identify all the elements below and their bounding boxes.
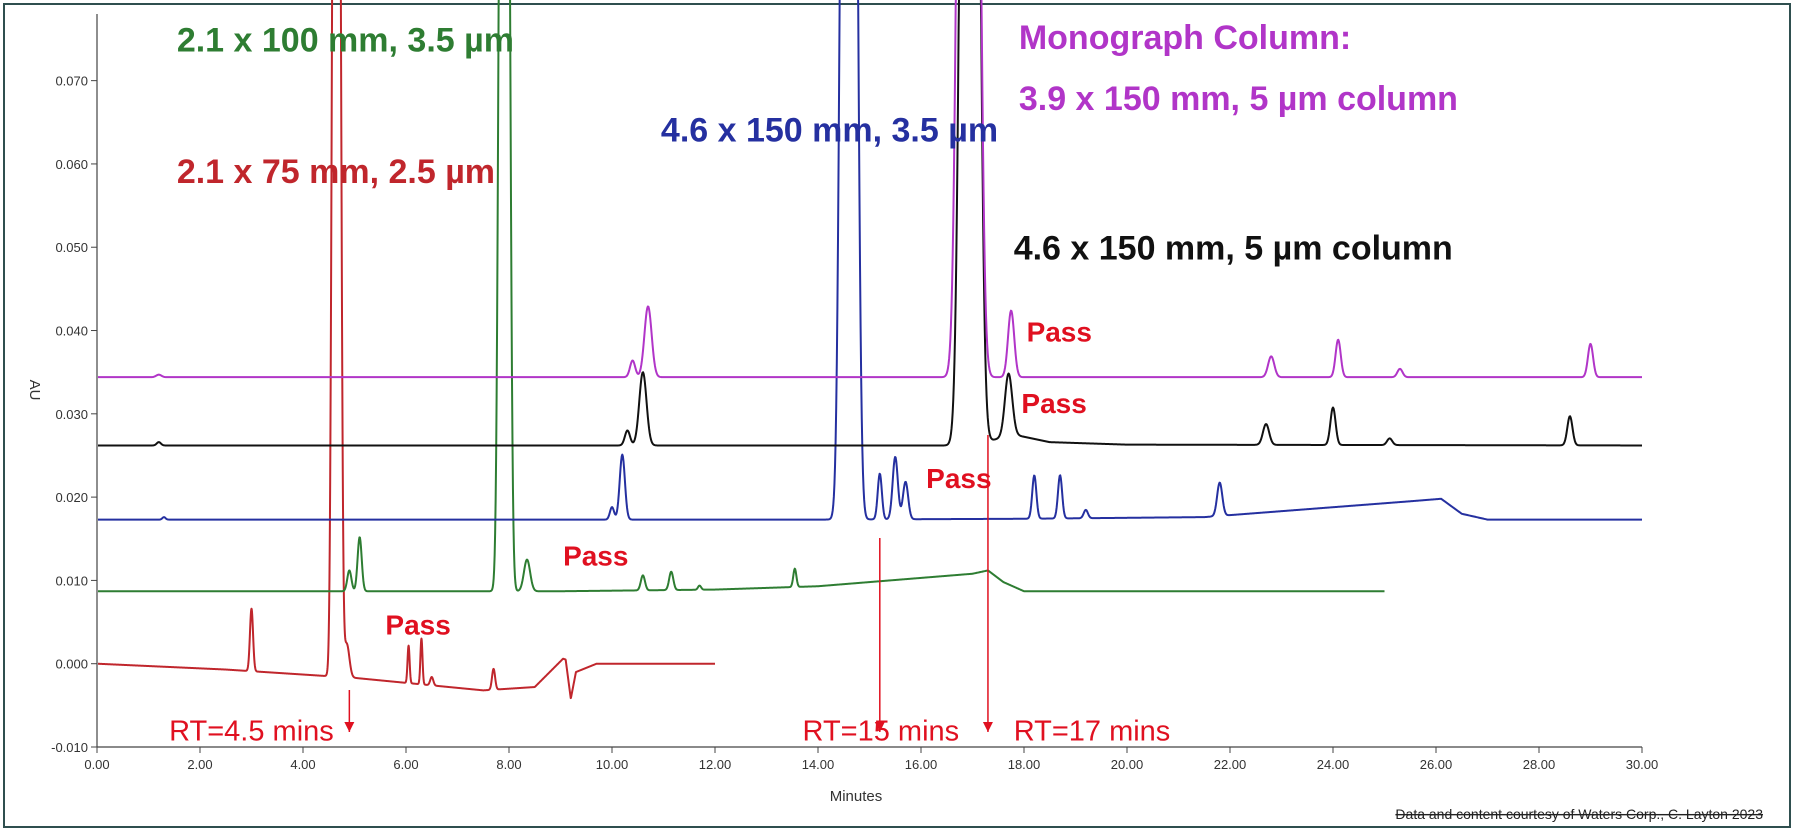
x-tick-label: 12.00 <box>699 757 732 772</box>
x-tick-label: 0.00 <box>84 757 109 772</box>
series-label-3: 4.6 x 150 mm, 5 µm column <box>1014 230 1453 268</box>
x-tick-label: 10.00 <box>596 757 629 772</box>
x-tick-label: 24.00 <box>1317 757 1350 772</box>
y-tick-label: 0.040 <box>55 324 88 339</box>
x-tick-label: 28.00 <box>1523 757 1556 772</box>
x-tick-label: 22.00 <box>1214 757 1247 772</box>
series-line-0 <box>98 0 716 700</box>
rt-arrow-head-2 <box>874 722 885 732</box>
x-tick-label: 18.00 <box>1008 757 1041 772</box>
x-tick-label: 2.00 <box>187 757 212 772</box>
y-tick-label: 0.060 <box>55 157 88 172</box>
y-tick-label: 0.050 <box>55 240 88 255</box>
y-tick-label: 0.010 <box>55 573 88 588</box>
y-axis-title: AU <box>26 380 43 401</box>
axes <box>96 14 1642 748</box>
x-tick-label: 6.00 <box>393 757 418 772</box>
rt-markers <box>344 435 993 732</box>
rt-arrow-head-0 <box>344 722 355 732</box>
rt-label-0: RT=4.5 mins <box>169 715 334 747</box>
pass-label-4: Pass <box>1027 316 1092 347</box>
rt-arrow-head-3 <box>982 722 993 732</box>
series-label-0: 2.1 x 75 mm, 2.5 µm <box>177 153 495 191</box>
x-tick-label: 8.00 <box>496 757 521 772</box>
y-tick-label: 0.030 <box>55 407 88 422</box>
x-axis-title: Minutes <box>830 788 883 805</box>
y-tick-label: 0.020 <box>55 490 88 505</box>
series-label-4-line2: 3.9 x 150 mm, 5 µm column <box>1019 80 1458 118</box>
series-line-2 <box>98 0 1643 521</box>
pass-label-2: Pass <box>926 463 991 494</box>
rt-label-3: RT=17 mins <box>1014 715 1171 747</box>
series-line-4 <box>98 0 1643 379</box>
x-tick-label: 16.00 <box>905 757 938 772</box>
series-traces <box>98 0 1643 700</box>
x-tick-label: 4.00 <box>290 757 315 772</box>
rt-label-2: RT=15 mins <box>803 715 960 747</box>
y-tick-label: 0.000 <box>55 657 88 672</box>
series-label-4: Monograph Column: <box>1019 19 1351 57</box>
y-tick-label: -0.010 <box>51 740 88 755</box>
y-tick-labels: -0.010 0.000 0.010 0.020 0.030 0.040 0.050 0.06… <box>51 74 97 755</box>
series-line-3 <box>98 0 1643 447</box>
pass-label-0: Pass <box>385 610 450 641</box>
series-label-2: 4.6 x 150 mm, 3.5 µm <box>661 111 998 149</box>
series-labels: 2.1 x 75 mm, 2.5 µm Pass RT=4.5 mins 2.1 x … <box>169 19 1458 747</box>
x-tick-labels: 0.00 2.00 4.00 6.00 8.00 10.00 12.00 14.00 16.00… <box>84 747 1658 772</box>
series-line-1 <box>98 0 1385 593</box>
pass-label-3: Pass <box>1021 388 1086 419</box>
x-tick-label: 30.00 <box>1626 757 1659 772</box>
chart-frame <box>3 3 1791 828</box>
y-tick-label: 0.070 <box>55 74 88 89</box>
series-label-1: 2.1 x 100 mm, 3.5 µm <box>177 21 514 59</box>
x-tick-label: 20.00 <box>1111 757 1144 772</box>
x-tick-label: 26.00 <box>1420 757 1453 772</box>
credit-text: Data and content courtesy of Waters Corp… <box>1395 806 1763 822</box>
pass-label-1: Pass <box>563 540 628 571</box>
x-tick-label: 14.00 <box>802 757 835 772</box>
